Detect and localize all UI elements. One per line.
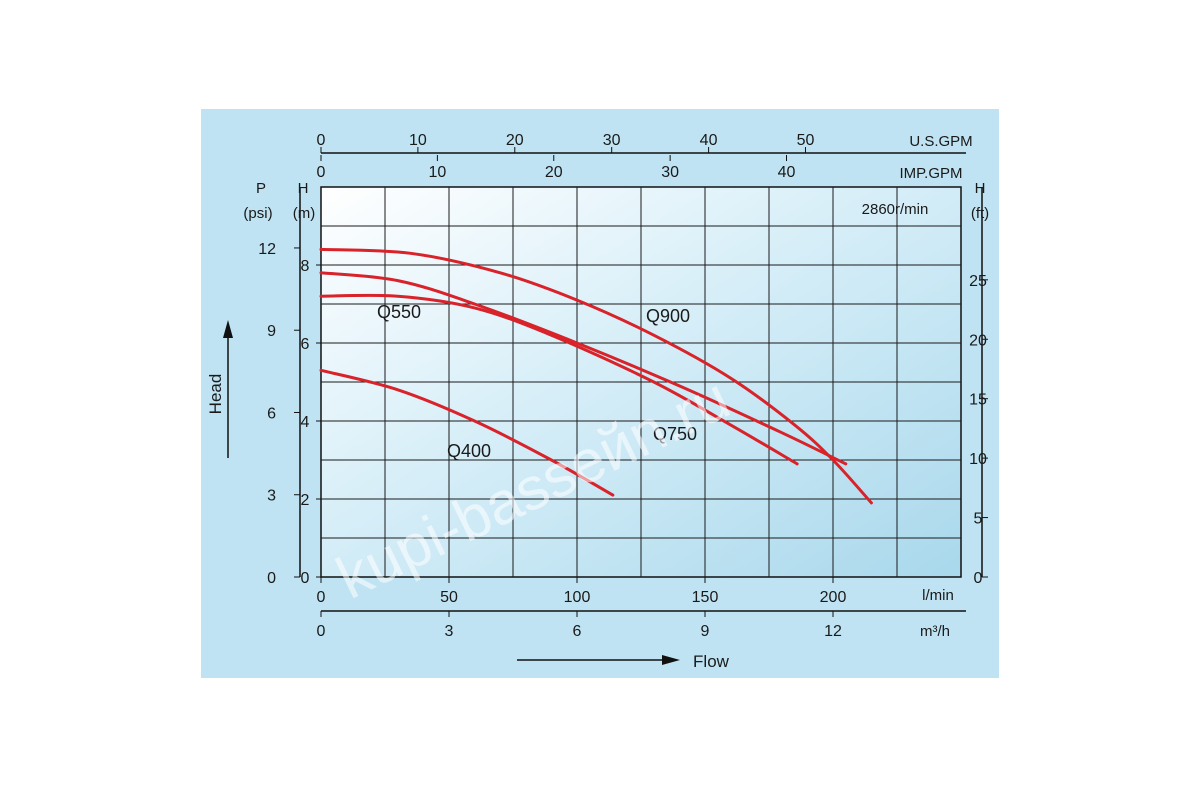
lmin-unit-label: l/min: [922, 587, 954, 604]
imp-gpm-tick-label: 20: [545, 164, 563, 181]
us-gpm-tick-label: 40: [700, 132, 718, 149]
imp-gpm-tick-label: 40: [778, 164, 796, 181]
ft-tick-label: 0: [974, 570, 983, 587]
grid: [321, 187, 961, 577]
x-tick-label: 200: [820, 589, 847, 606]
us-gpm-unit-label: U.S.GPM: [909, 133, 972, 150]
ft-tick-label: 20: [969, 332, 987, 349]
us-gpm-tick-label: 30: [603, 132, 621, 149]
psi-tick-label: 12: [258, 241, 276, 258]
psi-unit-line1: P: [256, 180, 266, 197]
y-tick-label: 2: [301, 492, 310, 509]
curve-q900: [319, 247, 873, 505]
m3h-tick-label: 9: [701, 623, 710, 640]
m3h-tick-label: 0: [317, 623, 326, 640]
x-tick-label: 0: [317, 589, 326, 606]
imp-gpm-unit-label: IMP.GPM: [899, 165, 962, 182]
curve-label-q750: Q750: [653, 424, 697, 444]
psi-tick-label: 9: [267, 323, 276, 340]
y-tick-label: 8: [301, 258, 310, 275]
imp-gpm-tick-label: 10: [428, 164, 446, 181]
psi-tick-label: 6: [267, 405, 276, 422]
m3h-tick-label: 12: [824, 623, 842, 640]
curve-label-q550: Q550: [377, 302, 421, 322]
curve-q400: [319, 368, 615, 497]
psi-unit-line2: (psi): [243, 205, 272, 222]
curve-label-q400: Q400: [447, 441, 491, 461]
speed-annotation: 2860r/min: [862, 201, 929, 218]
us-gpm-tick-label: 10: [409, 132, 427, 149]
m3h-tick-label: 6: [573, 623, 582, 640]
series-group: Q900 Q750 Q550 Q400: [319, 247, 873, 505]
curve-q750: [319, 271, 848, 466]
imp-gpm-tick-label: 0: [317, 164, 326, 181]
x-tick-label: 150: [692, 589, 719, 606]
curve-label-q900: Q900: [646, 306, 690, 326]
y-axis-title: Head: [206, 374, 225, 415]
psi-tick-label: 3: [267, 488, 276, 505]
ft-tick-label: 25: [969, 273, 987, 290]
x-tick-label: 100: [564, 589, 591, 606]
ft-tick-label: 15: [969, 392, 987, 409]
imp-gpm-tick-label: 30: [661, 164, 679, 181]
m3h-unit-label: m³/h: [920, 623, 950, 640]
curve-q550: [319, 293, 799, 466]
us-gpm-tick-label: 0: [317, 132, 326, 149]
m-unit-line1: H: [298, 180, 309, 197]
y-tick-label: 6: [301, 336, 310, 353]
y-tick-label: 0: [301, 570, 310, 587]
y-axis-arrow-head: [223, 320, 233, 338]
us-gpm-tick-label: 50: [797, 132, 815, 149]
m3h-tick-label: 3: [445, 623, 454, 640]
ft-tick-label: 10: [969, 451, 987, 468]
m-unit-line2: (m): [293, 205, 316, 222]
ft-tick-label: 5: [974, 511, 983, 528]
y-tick-label: 4: [301, 414, 310, 431]
ft-unit-line2: (ft): [971, 205, 989, 222]
x-axis-title: Flow: [693, 652, 730, 671]
us-gpm-tick-label: 20: [506, 132, 524, 149]
x-axis-arrow-head: [662, 655, 680, 665]
ft-unit-line1: H: [975, 180, 986, 197]
x-tick-label: 50: [440, 589, 458, 606]
psi-tick-label: 0: [267, 570, 276, 587]
